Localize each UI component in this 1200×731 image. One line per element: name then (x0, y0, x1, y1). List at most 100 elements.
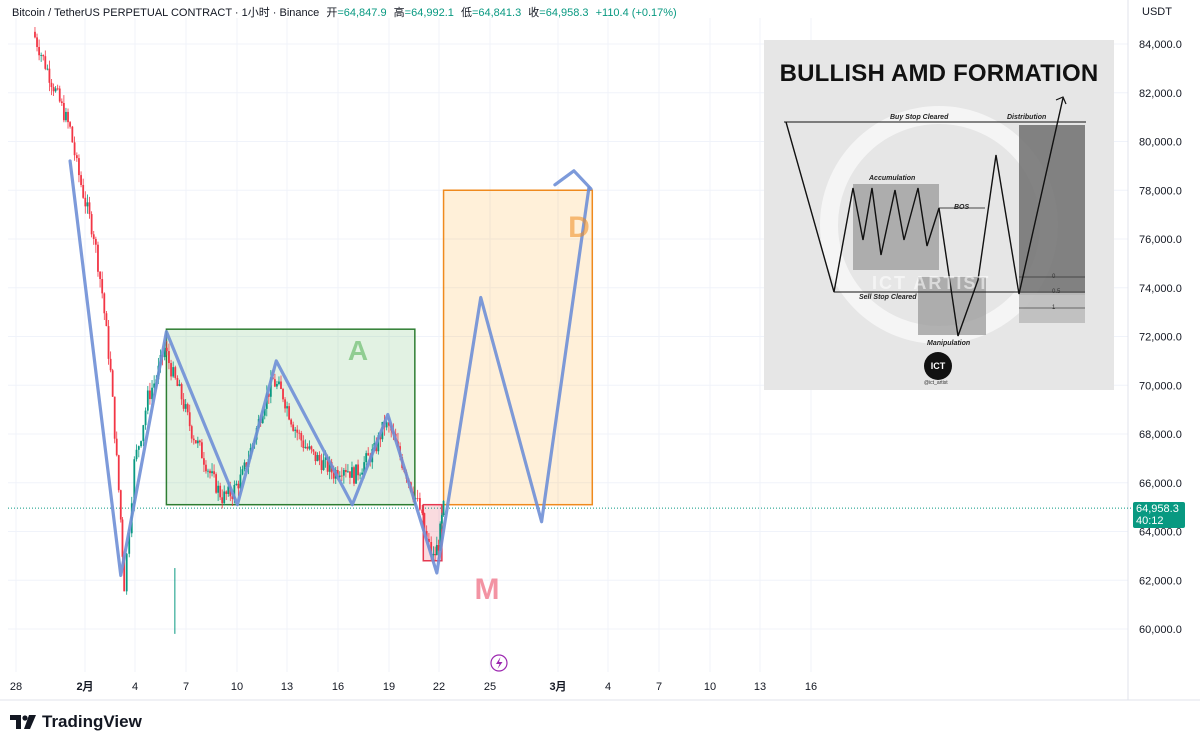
candle-body (46, 68, 49, 70)
candle-body (36, 37, 38, 48)
candle-body (176, 377, 179, 386)
candle-body (440, 515, 443, 524)
candle-body (80, 175, 82, 185)
currency-label[interactable]: USDT (1142, 6, 1172, 18)
candle-body (174, 367, 177, 378)
candle-body (42, 55, 45, 57)
candle-body (125, 553, 128, 592)
candle-body (219, 485, 222, 498)
candle-body (188, 412, 191, 427)
candle-body (340, 475, 343, 477)
candle-body (428, 538, 430, 543)
candle-body (144, 410, 147, 426)
time-tick-label: 4 (132, 681, 138, 693)
candle-body (113, 396, 116, 439)
candle-body (302, 440, 305, 448)
candle-body (52, 87, 55, 92)
fib-half-label: 0.5 (1052, 289, 1061, 295)
low-value: =64,841.3 (471, 7, 522, 19)
candle-body (355, 464, 357, 484)
candle-body (75, 155, 78, 159)
price-tick-label: 82,000.0 (1139, 88, 1182, 100)
amd-diagram (784, 96, 1086, 344)
accumulation-box (165, 328, 416, 506)
low-label: 低 (460, 7, 472, 19)
candle-body (225, 491, 228, 494)
candle-body (99, 271, 101, 280)
candle-body (92, 234, 95, 239)
price-tick-label: 70,000.0 (1139, 380, 1182, 392)
time-tick-label: 10 (231, 681, 243, 693)
candle-body (237, 483, 240, 489)
event-marker-icon[interactable] (490, 654, 508, 672)
candle-body (357, 464, 359, 476)
candle-body (367, 453, 370, 456)
candle-body (117, 455, 120, 491)
candle-body (69, 122, 71, 127)
candle-body (38, 47, 40, 56)
candle-body (280, 381, 282, 389)
candle-body (90, 214, 93, 235)
candle-body (419, 498, 421, 510)
tradingview-logo[interactable]: TradingView (10, 712, 142, 731)
candle-body (111, 370, 114, 397)
candle-body (344, 469, 347, 473)
candle-body (310, 446, 313, 450)
candle-body (314, 451, 317, 462)
candle-body (430, 542, 433, 556)
candle-body (196, 440, 199, 444)
candle-body (201, 442, 203, 459)
current-price-label: 64,958.3 40:12 (1133, 502, 1185, 528)
time-tick-label: 22 (433, 681, 445, 693)
time-tick-label: 2月 (76, 680, 93, 693)
accumulation-letter: A (348, 335, 368, 366)
candle-body (62, 102, 65, 121)
candle-body (385, 422, 388, 428)
projection-path (68, 159, 591, 577)
candle-body (172, 367, 175, 377)
candle-body (215, 474, 217, 493)
price-tick-label: 78,000.0 (1139, 185, 1182, 197)
change-value: +110.4 (+0.17%) (595, 7, 677, 19)
candle-body (231, 496, 234, 499)
projection-arrowhead (553, 169, 593, 191)
candle-body (308, 446, 311, 449)
candle-body (435, 545, 438, 556)
price-tick-label: 62,000.0 (1139, 575, 1182, 587)
symbol-name[interactable]: Bitcoin / TetherUS PERPETUAL CONTRACT · … (12, 7, 320, 19)
candle-body (221, 497, 224, 504)
price-tick-label: 72,000.0 (1139, 332, 1182, 344)
candle-body (233, 484, 236, 499)
price-tick-label: 74,000.0 (1139, 283, 1182, 295)
candle-body (56, 88, 59, 90)
manipulation-letter: M (475, 573, 500, 606)
candle-body (119, 490, 122, 520)
candle-body (133, 459, 136, 504)
candle-body (217, 485, 220, 493)
candle-body (121, 519, 124, 557)
candle-body (109, 358, 112, 371)
price-tick-label: 84,000.0 (1139, 39, 1182, 51)
candle-body (269, 377, 272, 397)
candle-body (288, 406, 291, 420)
candle-body (223, 491, 226, 504)
candle-body (306, 446, 309, 449)
candle-body (101, 279, 104, 294)
candle-body (40, 55, 43, 56)
candle-body (182, 399, 185, 409)
candle-body (261, 415, 264, 424)
high-value: =64,992.1 (404, 7, 454, 19)
candle-body (60, 101, 63, 103)
candle-body (439, 523, 442, 551)
candle-body (184, 404, 187, 409)
buy-stop-label: Buy Stop Cleared (890, 114, 949, 121)
tradingview-logo-icon (10, 715, 36, 729)
candle-body (263, 408, 266, 416)
candle-body (416, 498, 419, 499)
candle-body (328, 462, 331, 472)
candle-body (163, 347, 166, 358)
price-tick-label: 80,000.0 (1139, 137, 1182, 149)
candle-body (115, 438, 118, 456)
candle-body (137, 446, 140, 450)
